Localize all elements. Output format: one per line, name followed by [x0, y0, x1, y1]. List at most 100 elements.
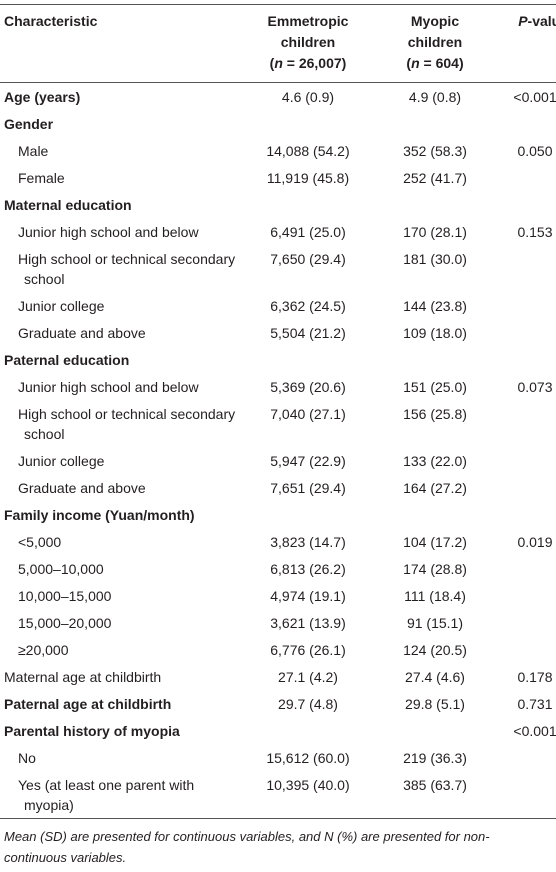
myopic-value: 91 (15.1): [406, 614, 464, 631]
label-cell: Yes (at least one parent with myopia): [0, 771, 244, 819]
myopic-cell: [372, 110, 498, 137]
emmetropic-cell: 4,974 (19.1): [244, 582, 372, 609]
myopic-cell: [372, 501, 498, 528]
header-text: n: [274, 55, 283, 71]
myopic-cell: 91 (15.1): [372, 609, 498, 636]
emmetropic-value: 29.7 (4.8): [278, 695, 338, 712]
row-label: Yes (at least one parent with myopia): [18, 776, 195, 813]
myopic-cell: 385 (63.7): [372, 771, 498, 819]
p-cell: [498, 636, 556, 663]
emmetropic-cell: 29.7 (4.8): [244, 690, 372, 717]
row-label: Age (years): [4, 88, 81, 105]
p-cell: [498, 744, 556, 771]
label-cell: Parental history of myopia: [0, 717, 244, 744]
p-value: 0.731: [517, 695, 553, 712]
emmetropic-cell: 6,776 (26.1): [244, 636, 372, 663]
header-cell: P-value: [498, 5, 556, 83]
myopic-cell: 133 (22.0): [372, 447, 498, 474]
table-row: High school or technical secondary schoo…: [0, 400, 556, 447]
emmetropic-value: 6,776 (26.1): [270, 641, 346, 658]
row-label: Paternal education: [4, 351, 130, 368]
emmetropic-value: 7,651 (29.4): [270, 479, 346, 496]
myopic-cell: 170 (28.1): [372, 218, 498, 245]
table-row: Graduate and above 7,651 (29.4) 164 (27.2): [0, 474, 556, 501]
myopic-cell: [372, 717, 498, 744]
emmetropic-cell: 7,040 (27.1): [244, 400, 372, 447]
header-text: P: [518, 13, 528, 29]
table-row: ≥20,000 6,776 (26.1) 124 (20.5): [0, 636, 556, 663]
header-line: (n = 604): [376, 53, 494, 74]
myopic-value: 109 (18.0): [403, 324, 467, 341]
myopic-value: 4.9 (0.8): [408, 88, 462, 105]
p-cell: [498, 771, 556, 819]
header-row: Characteristic Emmetropic children (n = …: [0, 4, 556, 83]
table-row: Maternal education: [0, 191, 556, 218]
emmetropic-cell: 14,088 (54.2): [244, 137, 372, 164]
row-label: Family income (Yuan/month): [4, 506, 195, 523]
label-cell: 10,000–15,000: [0, 582, 244, 609]
header-line: (n = 26,007): [248, 53, 368, 74]
label-cell: Gender: [0, 110, 244, 137]
p-cell: 0.019: [498, 528, 556, 555]
myopic-cell: 144 (23.8): [372, 292, 498, 319]
p-cell: [498, 164, 556, 191]
p-cell: 0.153: [498, 218, 556, 245]
header-text: = 26,007): [282, 55, 347, 71]
table-row: Graduate and above 5,504 (21.2) 109 (18.0): [0, 319, 556, 346]
emmetropic-cell: 6,813 (26.2): [244, 555, 372, 582]
row-label: Maternal education: [4, 196, 132, 213]
myopic-cell: 174 (28.8): [372, 555, 498, 582]
myopic-cell: 164 (27.2): [372, 474, 498, 501]
emmetropic-value: 6,362 (24.5): [270, 297, 346, 314]
myopic-cell: 352 (58.3): [372, 137, 498, 164]
emmetropic-value: 5,947 (22.9): [270, 452, 346, 469]
table-row: Yes (at least one parent with myopia) 10,…: [0, 771, 556, 819]
myopic-value: 151 (25.0): [403, 378, 467, 395]
row-label: High school or technical secondary schoo…: [18, 250, 236, 287]
label-cell: Maternal age at childbirth: [0, 663, 244, 690]
emmetropic-value: 14,088 (54.2): [266, 142, 350, 159]
header-text: -value: [527, 13, 556, 29]
emmetropic-cell: 4.6 (0.9): [244, 83, 372, 111]
label-cell: Maternal education: [0, 191, 244, 218]
row-label: Paternal age at childbirth: [4, 695, 172, 712]
emmetropic-cell: 6,491 (25.0): [244, 218, 372, 245]
emmetropic-value: 5,369 (20.6): [270, 378, 346, 395]
emmetropic-cell: 3,823 (14.7): [244, 528, 372, 555]
emmetropic-value: 4.6 (0.9): [281, 88, 335, 105]
emmetropic-cell: [244, 717, 372, 744]
label-cell: Junior high school and below: [0, 373, 244, 400]
emmetropic-cell: 7,650 (29.4): [244, 245, 372, 292]
myopic-value: 385 (63.7): [403, 776, 467, 793]
table-row: Parental history of myopia <0.001: [0, 717, 556, 744]
label-cell: High school or technical secondary schoo…: [0, 245, 244, 292]
table-row: High school or technical secondary schoo…: [0, 245, 556, 292]
p-cell: [498, 582, 556, 609]
p-cell: <0.001: [498, 717, 556, 744]
p-cell: [498, 447, 556, 474]
row-label: 10,000–15,000: [18, 587, 112, 604]
table-row: Junior college 5,947 (22.9) 133 (22.0): [0, 447, 556, 474]
header-line: Myopic: [410, 13, 460, 29]
myopic-cell: 4.9 (0.8): [372, 83, 498, 111]
row-label: Junior high school and below: [18, 223, 199, 240]
label-cell: No: [0, 744, 244, 771]
label-cell: Male: [0, 137, 244, 164]
myopic-value: 181 (30.0): [403, 250, 467, 267]
label-cell: <5,000: [0, 528, 244, 555]
myopic-cell: 29.8 (5.1): [372, 690, 498, 717]
p-value: 0.073: [517, 378, 553, 395]
emmetropic-cell: 3,621 (13.9): [244, 609, 372, 636]
header-line: Emmetropic: [267, 13, 349, 29]
myopic-cell: [372, 191, 498, 218]
emmetropic-value: 6,491 (25.0): [270, 223, 346, 240]
row-label: Maternal age at childbirth: [4, 668, 162, 685]
myopic-cell: 27.4 (4.6): [372, 663, 498, 690]
myopic-value: 174 (28.8): [403, 560, 467, 577]
table-header: Characteristic Emmetropic children (n = …: [0, 4, 556, 83]
p-cell: [498, 191, 556, 218]
row-label: 15,000–20,000: [18, 614, 112, 631]
emmetropic-value: 4,974 (19.1): [270, 587, 346, 604]
row-label: Gender: [4, 115, 54, 132]
footnote: Mean (SD) are presented for continuous v…: [4, 829, 490, 865]
